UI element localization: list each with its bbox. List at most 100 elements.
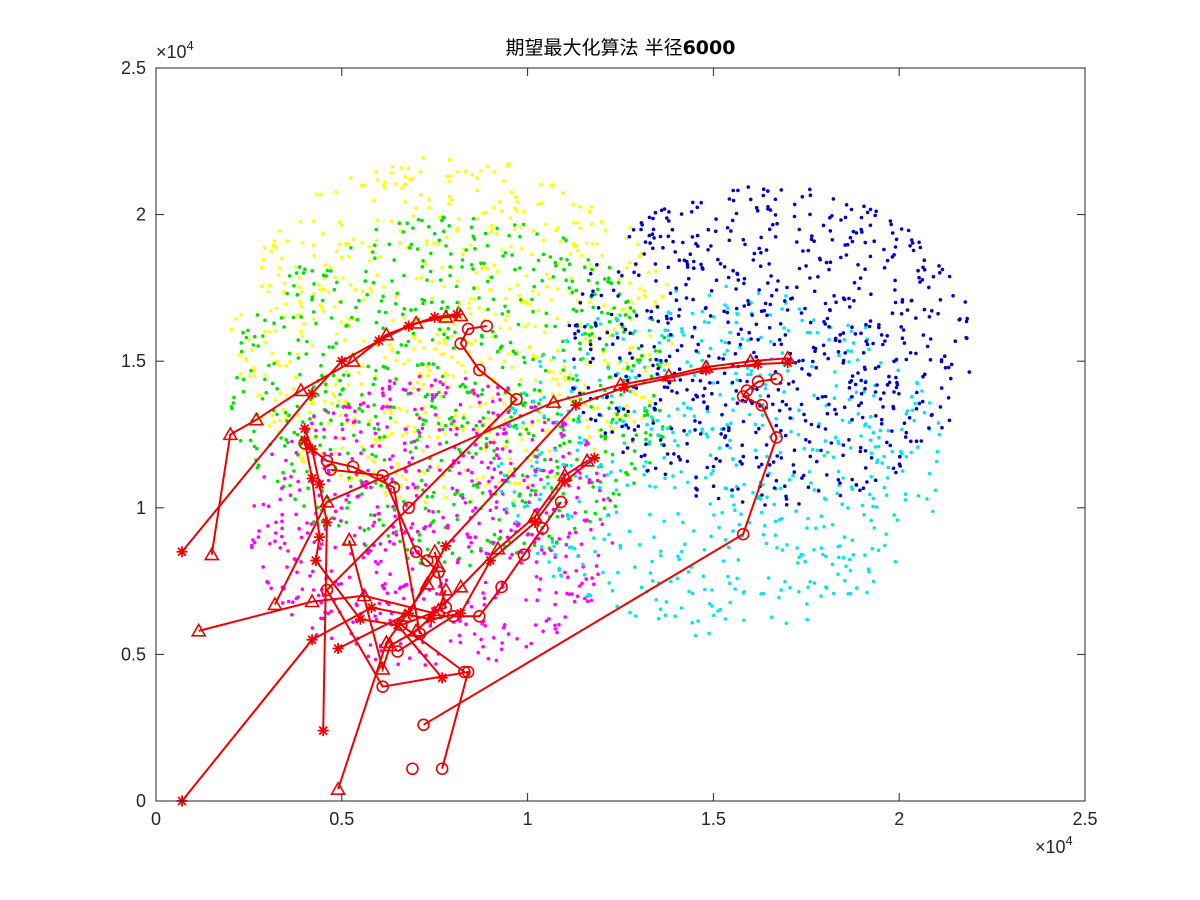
cluster-2-point (583, 331, 587, 336)
cluster-4-point (711, 469, 715, 473)
chart-title: 期望最大化算法 半径6000 (506, 37, 736, 59)
cluster-2-point (415, 363, 420, 368)
cluster-5-point (854, 231, 859, 235)
cluster-2-point (598, 480, 603, 484)
cluster-1-point (495, 269, 500, 274)
cluster-1-point (555, 287, 560, 291)
cluster-5-point (874, 209, 878, 214)
cluster-1-point (404, 409, 409, 414)
cluster-2-point (238, 439, 243, 443)
cluster-3-point (377, 511, 381, 516)
track-line (330, 468, 465, 673)
cluster-3-point (493, 485, 498, 489)
cluster-1-point (620, 415, 625, 419)
cluster-5-point (749, 337, 753, 341)
cluster-2-point (376, 427, 381, 432)
cluster-5-point (573, 331, 577, 336)
cluster-4-point (596, 465, 601, 469)
cluster-2-point (447, 468, 452, 473)
cluster-1-point (326, 421, 331, 426)
cluster-1-point (490, 227, 494, 232)
cluster-5-point (690, 334, 695, 339)
cluster-1-point (455, 226, 460, 231)
cluster-1-point (333, 275, 337, 279)
cluster-3-point (408, 391, 413, 396)
cluster-5-point (816, 396, 820, 401)
cluster-4-point (731, 397, 735, 401)
cluster-1-point (334, 190, 338, 194)
cluster-1-point (398, 495, 403, 499)
cluster-4-point (869, 451, 874, 456)
cluster-2-point (425, 392, 430, 397)
cluster-1-point (488, 231, 493, 235)
cluster-5-point (801, 473, 806, 478)
cluster-4-point (784, 294, 788, 298)
cluster-4-point (760, 510, 764, 515)
cluster-4-point (677, 557, 681, 562)
cluster-4-point (749, 372, 753, 377)
cluster-3-point (402, 441, 407, 446)
cluster-1-point (541, 238, 546, 243)
cluster-1-point (602, 358, 607, 363)
cluster-2-point (413, 307, 418, 312)
cluster-2-point (425, 494, 430, 499)
cluster-2-point (564, 278, 568, 283)
cluster-3-point (331, 411, 336, 416)
cluster-5-point (869, 456, 874, 460)
star-marker (425, 613, 437, 625)
cluster-4-point (867, 570, 871, 574)
cluster-5-point (863, 466, 868, 470)
cluster-2-point (253, 334, 257, 339)
cluster-4-point (735, 576, 739, 581)
cluster-3-point (500, 478, 505, 483)
cluster-3-point (560, 514, 565, 518)
cluster-5-point (735, 401, 740, 406)
cluster-2-point (571, 418, 576, 422)
cluster-1-point (646, 270, 651, 275)
cluster-2-point (611, 417, 615, 422)
cluster-1-point (339, 255, 344, 260)
cluster-3-point (542, 551, 546, 555)
cluster-3-point (608, 498, 612, 503)
star-marker (299, 434, 311, 446)
cluster-2-point (449, 252, 453, 256)
cluster-5-point (647, 215, 652, 220)
cluster-5-point (822, 352, 827, 356)
cluster-2-point (394, 530, 398, 534)
cluster-5-point (749, 197, 753, 202)
cluster-4-point (809, 481, 813, 485)
cluster-3-point (388, 539, 392, 544)
cluster-2-point (386, 534, 391, 538)
cluster-2-point (239, 341, 244, 345)
cluster-4-point (800, 553, 805, 557)
cluster-1-point (406, 358, 411, 363)
star-marker (752, 358, 764, 370)
cluster-5-point (750, 313, 754, 317)
cluster-1-point (451, 374, 455, 379)
cluster-5-point (792, 448, 797, 453)
cluster-1-point (549, 358, 553, 362)
cluster-4-point (647, 328, 652, 333)
cluster-5-point (613, 373, 618, 378)
circle-marker (376, 469, 389, 482)
cluster-2-point (386, 504, 390, 509)
cluster-5-point (758, 264, 763, 269)
cluster-4-point (734, 463, 739, 467)
cluster-5-point (894, 357, 899, 362)
cluster-5-point (655, 305, 660, 309)
cluster-2-point (305, 339, 309, 344)
cluster-2-point (254, 446, 259, 451)
cluster-1-point (404, 431, 409, 436)
cluster-5-point (918, 280, 922, 284)
cluster-1-point (624, 236, 629, 241)
cluster-3-point (492, 467, 497, 472)
cluster-1-point (359, 184, 364, 188)
cluster-2-point (541, 252, 546, 257)
cluster-1-point (503, 318, 507, 323)
cluster-2-point (345, 506, 350, 510)
cluster-1-point (276, 273, 281, 277)
cluster-5-point (634, 386, 639, 390)
cluster-2-point (558, 443, 562, 448)
cluster-3-point (393, 590, 398, 595)
cluster-3-point (308, 574, 312, 578)
